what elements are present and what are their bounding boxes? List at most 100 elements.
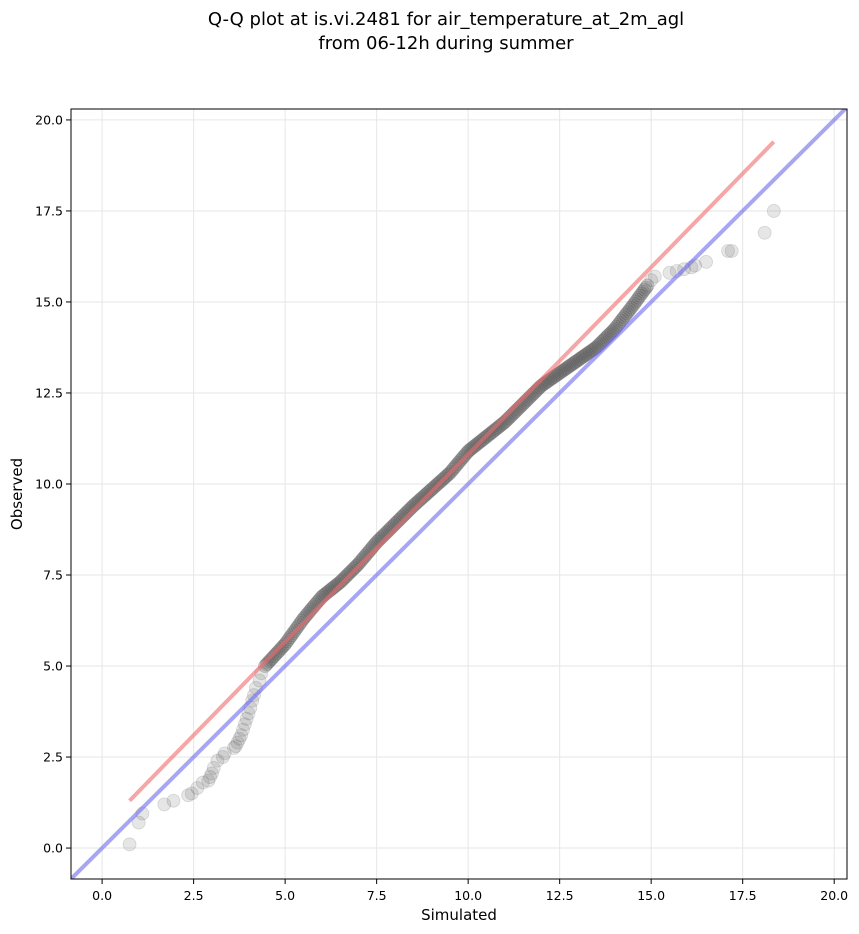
qq-point bbox=[205, 766, 219, 781]
qq-point bbox=[568, 355, 583, 370]
qq-point bbox=[195, 775, 210, 790]
qq-point bbox=[333, 575, 348, 589]
qq-point bbox=[461, 443, 476, 458]
qq-point bbox=[575, 350, 590, 364]
qq-point bbox=[217, 746, 232, 761]
qq-point bbox=[640, 278, 655, 293]
qq-point bbox=[622, 302, 637, 317]
qq-point bbox=[647, 269, 662, 284]
qq-point bbox=[630, 292, 645, 307]
qq-point bbox=[634, 286, 649, 301]
qq-point bbox=[585, 342, 600, 357]
qq-point bbox=[236, 722, 250, 737]
qq-point bbox=[488, 422, 503, 437]
qq-point bbox=[357, 550, 371, 565]
qq-point bbox=[574, 351, 588, 365]
qq-point bbox=[210, 753, 225, 768]
qq-point bbox=[550, 367, 565, 382]
plot-frame bbox=[70, 108, 848, 880]
qq-point bbox=[554, 364, 569, 379]
qq-point bbox=[615, 312, 630, 327]
qq-point bbox=[636, 284, 650, 299]
qq-point bbox=[724, 244, 739, 258]
qq-point bbox=[268, 647, 283, 662]
qq-point bbox=[577, 349, 591, 363]
qq-point bbox=[230, 735, 245, 750]
qq-point bbox=[572, 352, 587, 366]
qq-point bbox=[331, 576, 346, 591]
qq-point bbox=[699, 255, 713, 269]
qq-point bbox=[581, 346, 596, 360]
y-tick-label: 10.0 bbox=[35, 476, 63, 491]
y-tick-label: 17.5 bbox=[35, 203, 63, 218]
qq-point bbox=[234, 728, 249, 743]
qq-point bbox=[547, 369, 562, 384]
chart-title: Q-Q plot at is.vi.2481 for air_temperatu… bbox=[208, 9, 684, 54]
qq-points bbox=[122, 204, 781, 852]
qq-point bbox=[228, 739, 243, 754]
y-tick-label: 2.5 bbox=[43, 750, 63, 765]
y-axis-ticks: 0.0 2.5 5.0 7.5 10.0 12.5 15.0 17.5 20.0 bbox=[35, 112, 71, 856]
qq-point bbox=[569, 354, 584, 369]
qq-point bbox=[216, 750, 230, 764]
qq-point bbox=[237, 717, 252, 732]
reference-lines bbox=[71, 109, 847, 879]
regression-line bbox=[128, 140, 776, 803]
qq-point bbox=[157, 797, 172, 812]
qq-point bbox=[262, 654, 277, 669]
qq-point bbox=[766, 204, 781, 218]
qq-point bbox=[201, 773, 216, 788]
x-tick-label: 5.0 bbox=[275, 888, 295, 903]
qq-point bbox=[566, 356, 581, 371]
qq-point bbox=[618, 308, 633, 323]
qq-point bbox=[354, 554, 368, 568]
qq-point bbox=[580, 347, 594, 361]
qq-point bbox=[637, 282, 652, 297]
x-tick-label: 7.5 bbox=[367, 888, 387, 903]
qq-point bbox=[206, 761, 221, 775]
qq-point bbox=[757, 225, 772, 240]
qq-point bbox=[239, 711, 254, 726]
y-tick-label: 12.5 bbox=[35, 385, 63, 400]
qq-point bbox=[721, 244, 735, 258]
qq-point bbox=[563, 358, 578, 373]
qq-point bbox=[628, 294, 643, 309]
qq-point bbox=[624, 300, 639, 315]
qq-point bbox=[417, 488, 432, 503]
qq-point bbox=[226, 741, 241, 755]
qq-point bbox=[562, 359, 577, 374]
qq-point bbox=[557, 362, 572, 377]
x-tick-label: 17.5 bbox=[729, 888, 757, 903]
x-axis-label: Simulated bbox=[421, 906, 497, 924]
qq-point bbox=[627, 296, 642, 311]
qq-point bbox=[583, 344, 597, 359]
qq-point bbox=[184, 786, 199, 801]
chart-title-line-2: from 06-12h during summer bbox=[318, 33, 574, 54]
qq-point bbox=[334, 573, 349, 588]
y-tick-label: 5.0 bbox=[43, 659, 63, 674]
qq-point bbox=[340, 567, 355, 582]
qq-point bbox=[644, 273, 659, 288]
qq-point bbox=[553, 365, 568, 380]
qq-point bbox=[546, 370, 560, 385]
qq-point bbox=[631, 290, 646, 305]
qq-point bbox=[616, 310, 631, 325]
qq-point bbox=[339, 569, 354, 584]
qq-point bbox=[621, 304, 636, 319]
grid bbox=[71, 109, 847, 879]
qq-point bbox=[625, 298, 640, 313]
x-tick-label: 15.0 bbox=[637, 888, 665, 903]
identity-line bbox=[71, 109, 847, 879]
qq-point bbox=[293, 615, 308, 630]
qq-point bbox=[355, 552, 370, 567]
x-tick-label: 20.0 bbox=[820, 888, 848, 903]
qq-point bbox=[419, 487, 433, 502]
qq-point bbox=[460, 445, 475, 460]
x-tick-label: 2.5 bbox=[184, 888, 204, 903]
qq-point bbox=[266, 649, 281, 664]
qq-point bbox=[612, 316, 627, 330]
qq-point bbox=[559, 361, 574, 376]
qq-point bbox=[264, 652, 278, 667]
qq-point bbox=[556, 363, 571, 378]
